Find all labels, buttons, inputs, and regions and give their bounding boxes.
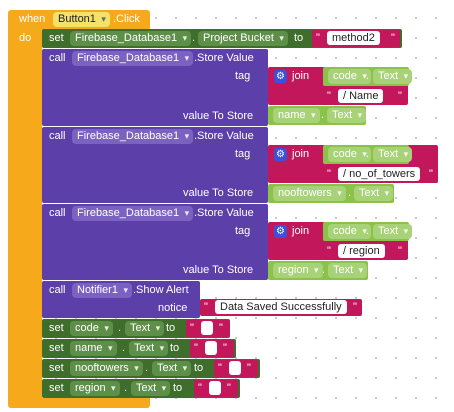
string-value[interactable]: [201, 321, 213, 335]
call-keyword: call: [49, 130, 66, 142]
store-value-method-label: .Store Value: [194, 52, 254, 64]
text-property-dropdown[interactable]: Text: [327, 108, 367, 123]
show-alert-call-block[interactable]: call Notifier1 .Show Alert notice: [42, 281, 200, 318]
value-to-store-label: value To Store: [183, 187, 254, 199]
text-property-dropdown[interactable]: Text: [129, 341, 169, 356]
tag-label: tag: [235, 148, 251, 160]
string-value[interactable]: [205, 341, 217, 355]
store-value-call-block-3[interactable]: call Firebase_Database1 .Store Value tag…: [42, 204, 268, 280]
nooftowers-component-dropdown[interactable]: nooftowers: [273, 186, 346, 201]
text-property-dropdown[interactable]: Text: [354, 186, 394, 201]
set-keyword: set: [49, 322, 64, 334]
region-text-getter[interactable]: region . Text: [268, 261, 368, 280]
mutator-gear-icon[interactable]: ⚙: [274, 225, 287, 238]
empty-string-block[interactable]: " ": [214, 360, 258, 377]
set-keyword: set: [49, 362, 64, 374]
button1-component-dropdown[interactable]: Button1: [53, 12, 110, 27]
text-property-dropdown[interactable]: Text: [152, 361, 192, 376]
text-property-dropdown[interactable]: Text: [373, 147, 413, 162]
string-block-towers-path[interactable]: " / no_of_towers ": [323, 166, 438, 183]
code-text-getter-2[interactable]: code . Text: [323, 145, 413, 164]
mutator-gear-icon[interactable]: ⚙: [274, 70, 287, 83]
to-keyword: to: [173, 382, 183, 394]
show-alert-method-label: .Show Alert: [133, 284, 189, 296]
code-text-getter-3[interactable]: code . Text: [323, 222, 413, 241]
text-property-dropdown[interactable]: Text: [373, 224, 413, 239]
call-keyword: call: [49, 284, 66, 296]
call-keyword: call: [49, 207, 66, 219]
string-block-method2[interactable]: " method2 ": [312, 30, 400, 47]
code-component-dropdown[interactable]: code: [328, 69, 371, 84]
button-click-event-block[interactable]: when Button1 .Click do: [8, 10, 150, 408]
name-component-dropdown[interactable]: name: [273, 108, 320, 123]
text-property-dropdown[interactable]: Text: [328, 263, 368, 278]
nooftowers-component-dropdown[interactable]: nooftowers: [70, 361, 143, 376]
string-value[interactable]: / region: [338, 244, 385, 258]
string-value[interactable]: Data Saved Successfully: [215, 300, 347, 314]
region-component-dropdown[interactable]: region: [273, 263, 323, 278]
code-component-dropdown[interactable]: code: [328, 224, 371, 239]
tag-label: tag: [235, 70, 251, 82]
to-keyword: to: [294, 32, 304, 44]
value-to-store-label: value To Store: [183, 264, 254, 276]
string-block-region-path[interactable]: " / region ": [323, 243, 407, 260]
string-value[interactable]: method2: [327, 31, 380, 45]
string-block-alert-message[interactable]: " Data Saved Successfully ": [200, 299, 362, 316]
code-component-dropdown[interactable]: code: [328, 147, 371, 162]
join-label: join: [292, 225, 310, 237]
set-region-text-block[interactable]: set region . Text to " ": [42, 379, 240, 398]
text-property-dropdown[interactable]: Text: [125, 321, 165, 336]
name-text-getter[interactable]: name . Text: [268, 106, 367, 125]
store-value-method-label: .Store Value: [194, 207, 254, 219]
firebase-component-dropdown[interactable]: Firebase_Database1: [72, 206, 194, 221]
empty-string-block[interactable]: " ": [190, 340, 234, 357]
empty-string-block[interactable]: " ": [194, 380, 238, 397]
string-value[interactable]: [209, 381, 221, 395]
empty-string-block[interactable]: " ": [186, 320, 230, 337]
to-keyword: to: [194, 362, 204, 374]
notifier1-component-dropdown[interactable]: Notifier1: [72, 283, 132, 298]
store-value-method-label: .Store Value: [194, 130, 254, 142]
text-property-dropdown[interactable]: Text: [373, 69, 413, 84]
click-event-label: .Click: [113, 13, 140, 25]
nooftowers-text-getter[interactable]: nooftowers . Text: [268, 184, 394, 203]
store-value-call-block-1[interactable]: call Firebase_Database1 .Store Value tag…: [42, 49, 268, 126]
string-value[interactable]: / no_of_towers: [338, 167, 421, 181]
notice-label: notice: [158, 302, 188, 314]
string-value[interactable]: [229, 361, 241, 375]
value-to-store-label: value To Store: [183, 110, 254, 122]
region-component-dropdown[interactable]: region: [70, 381, 120, 396]
firebase-component-dropdown[interactable]: Firebase_Database1: [72, 51, 194, 66]
name-component-dropdown[interactable]: name: [70, 341, 117, 356]
call-keyword: call: [49, 52, 66, 64]
set-project-bucket-block[interactable]: set Firebase_Database1 . Project Bucket …: [42, 29, 402, 48]
code-text-getter-1[interactable]: code . Text: [323, 67, 413, 86]
text-property-dropdown[interactable]: Text: [131, 381, 171, 396]
do-label: do: [19, 32, 32, 44]
set-keyword: set: [49, 382, 64, 394]
tag-label: tag: [235, 225, 251, 237]
project-bucket-property-dropdown[interactable]: Project Bucket: [198, 31, 288, 46]
firebase-component-dropdown[interactable]: Firebase_Database1: [70, 31, 192, 46]
to-keyword: to: [166, 322, 176, 334]
set-keyword: set: [49, 342, 64, 354]
string-block-name-path[interactable]: " / Name ": [323, 88, 407, 105]
set-name-text-block[interactable]: set name . Text to " ": [42, 339, 236, 358]
store-value-call-block-2[interactable]: call Firebase_Database1 .Store Value tag…: [42, 127, 268, 203]
mutator-gear-icon[interactable]: ⚙: [274, 148, 287, 161]
code-component-dropdown[interactable]: code: [70, 321, 113, 336]
set-nooftowers-text-block[interactable]: set nooftowers . Text to " ": [42, 359, 260, 378]
set-keyword: set: [49, 32, 64, 44]
firebase-component-dropdown[interactable]: Firebase_Database1: [72, 129, 194, 144]
set-code-text-block[interactable]: set code . Text to " ": [42, 319, 230, 338]
string-value[interactable]: / Name: [338, 89, 384, 103]
join-label: join: [292, 148, 310, 160]
join-label: join: [292, 70, 310, 82]
to-keyword: to: [170, 342, 180, 354]
when-label: when: [19, 13, 46, 25]
